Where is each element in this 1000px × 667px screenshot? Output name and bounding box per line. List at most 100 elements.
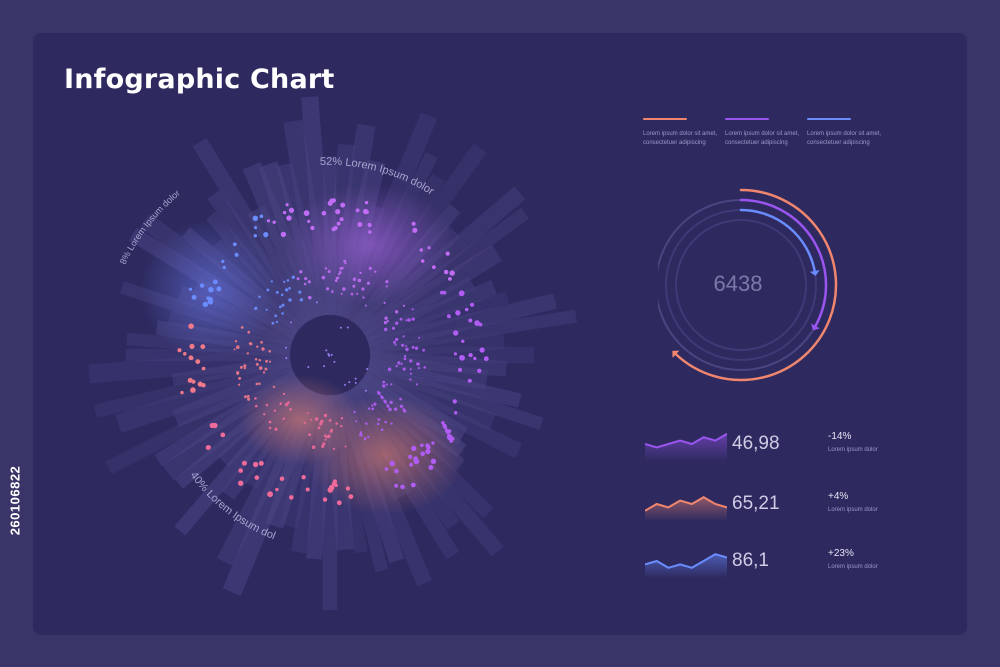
data-dot <box>426 445 431 450</box>
sparkline-line <box>645 553 727 569</box>
stat-row: 46,98 -14% Lorem ipsum dolor <box>645 431 905 473</box>
data-dot <box>449 438 454 443</box>
radial-bars <box>88 96 577 611</box>
data-dot <box>324 438 327 441</box>
data-dot <box>288 298 292 302</box>
data-dot <box>422 348 425 352</box>
data-dot <box>322 442 326 446</box>
data-dot <box>334 279 338 283</box>
data-dot <box>383 321 387 325</box>
data-dot <box>409 378 412 381</box>
data-dot <box>241 460 247 466</box>
data-dot <box>380 428 384 432</box>
data-dot <box>195 359 201 364</box>
data-dot <box>337 273 340 276</box>
data-dot <box>364 200 369 205</box>
data-dot <box>368 266 372 270</box>
data-dot <box>410 482 416 488</box>
ring-chart <box>658 188 838 382</box>
data-dot <box>200 344 206 350</box>
data-dot <box>343 259 347 263</box>
radial-bar <box>88 348 291 384</box>
data-dot <box>367 222 372 228</box>
data-dot <box>420 451 426 457</box>
data-dot <box>247 397 251 401</box>
data-dot <box>307 296 311 300</box>
data-dot <box>391 326 396 330</box>
data-dot <box>286 279 290 282</box>
data-dot <box>274 314 278 318</box>
data-dot <box>407 318 411 322</box>
data-dot <box>323 365 326 368</box>
sparkline-line <box>645 432 727 449</box>
data-dot <box>339 326 342 329</box>
data-dot <box>317 426 321 430</box>
data-dot <box>265 308 268 311</box>
data-dot <box>452 399 457 404</box>
arrow-icon <box>672 350 680 358</box>
data-dot <box>283 280 286 283</box>
radial-bar <box>363 362 496 431</box>
data-dot <box>236 372 239 375</box>
data-dot <box>340 424 343 428</box>
data-dot <box>329 198 335 204</box>
data-dot <box>344 445 347 448</box>
data-dot <box>279 402 283 406</box>
data-dot <box>357 278 362 283</box>
data-dot <box>387 367 392 372</box>
data-dot <box>183 352 187 356</box>
data-dot <box>401 343 405 347</box>
data-dot <box>403 357 407 361</box>
data-dot <box>423 366 427 369</box>
radial-bar <box>362 276 476 343</box>
stat-label: Lorem ipsum dolor <box>828 507 878 513</box>
data-dot <box>390 422 393 425</box>
data-dot <box>366 281 371 285</box>
data-dot <box>394 343 397 346</box>
data-dot <box>311 445 316 450</box>
data-dot <box>280 231 287 238</box>
radial-bar <box>369 333 505 360</box>
data-dot <box>268 426 272 430</box>
data-dot <box>234 340 238 343</box>
data-dot <box>282 417 285 420</box>
data-dot <box>417 366 421 370</box>
data-dot <box>376 422 380 426</box>
data-dot <box>255 382 259 386</box>
data-dot <box>385 383 388 386</box>
data-dot <box>303 421 306 424</box>
data-dot <box>448 277 452 281</box>
data-dot <box>246 352 249 355</box>
data-dot <box>382 384 386 388</box>
data-dot <box>202 301 209 308</box>
stat-label: Lorem ipsum dolor <box>828 447 878 453</box>
data-dot <box>256 345 259 348</box>
radial-bar <box>172 355 292 386</box>
data-dot <box>455 310 461 316</box>
data-dot <box>409 462 413 467</box>
data-dot <box>236 345 240 350</box>
data-dot <box>399 397 402 401</box>
data-dot <box>411 445 417 451</box>
data-dot <box>307 219 311 223</box>
data-dot <box>258 460 264 466</box>
data-dot <box>362 208 369 215</box>
data-dot <box>260 340 263 344</box>
data-dot <box>191 294 197 300</box>
data-dot <box>384 467 389 471</box>
data-dot <box>189 343 195 349</box>
data-dot <box>420 443 424 448</box>
legend-line-purple <box>725 118 769 120</box>
data-dot <box>177 348 182 353</box>
data-dot <box>188 355 194 361</box>
data-dot <box>470 302 475 307</box>
data-dot <box>409 372 412 375</box>
data-dot <box>258 382 261 386</box>
data-dot <box>414 346 419 350</box>
data-dot <box>208 287 214 293</box>
data-dot <box>285 203 289 207</box>
data-dot <box>478 322 483 327</box>
glow-blob <box>240 375 360 465</box>
data-dot <box>446 430 450 434</box>
data-dot <box>328 419 332 422</box>
